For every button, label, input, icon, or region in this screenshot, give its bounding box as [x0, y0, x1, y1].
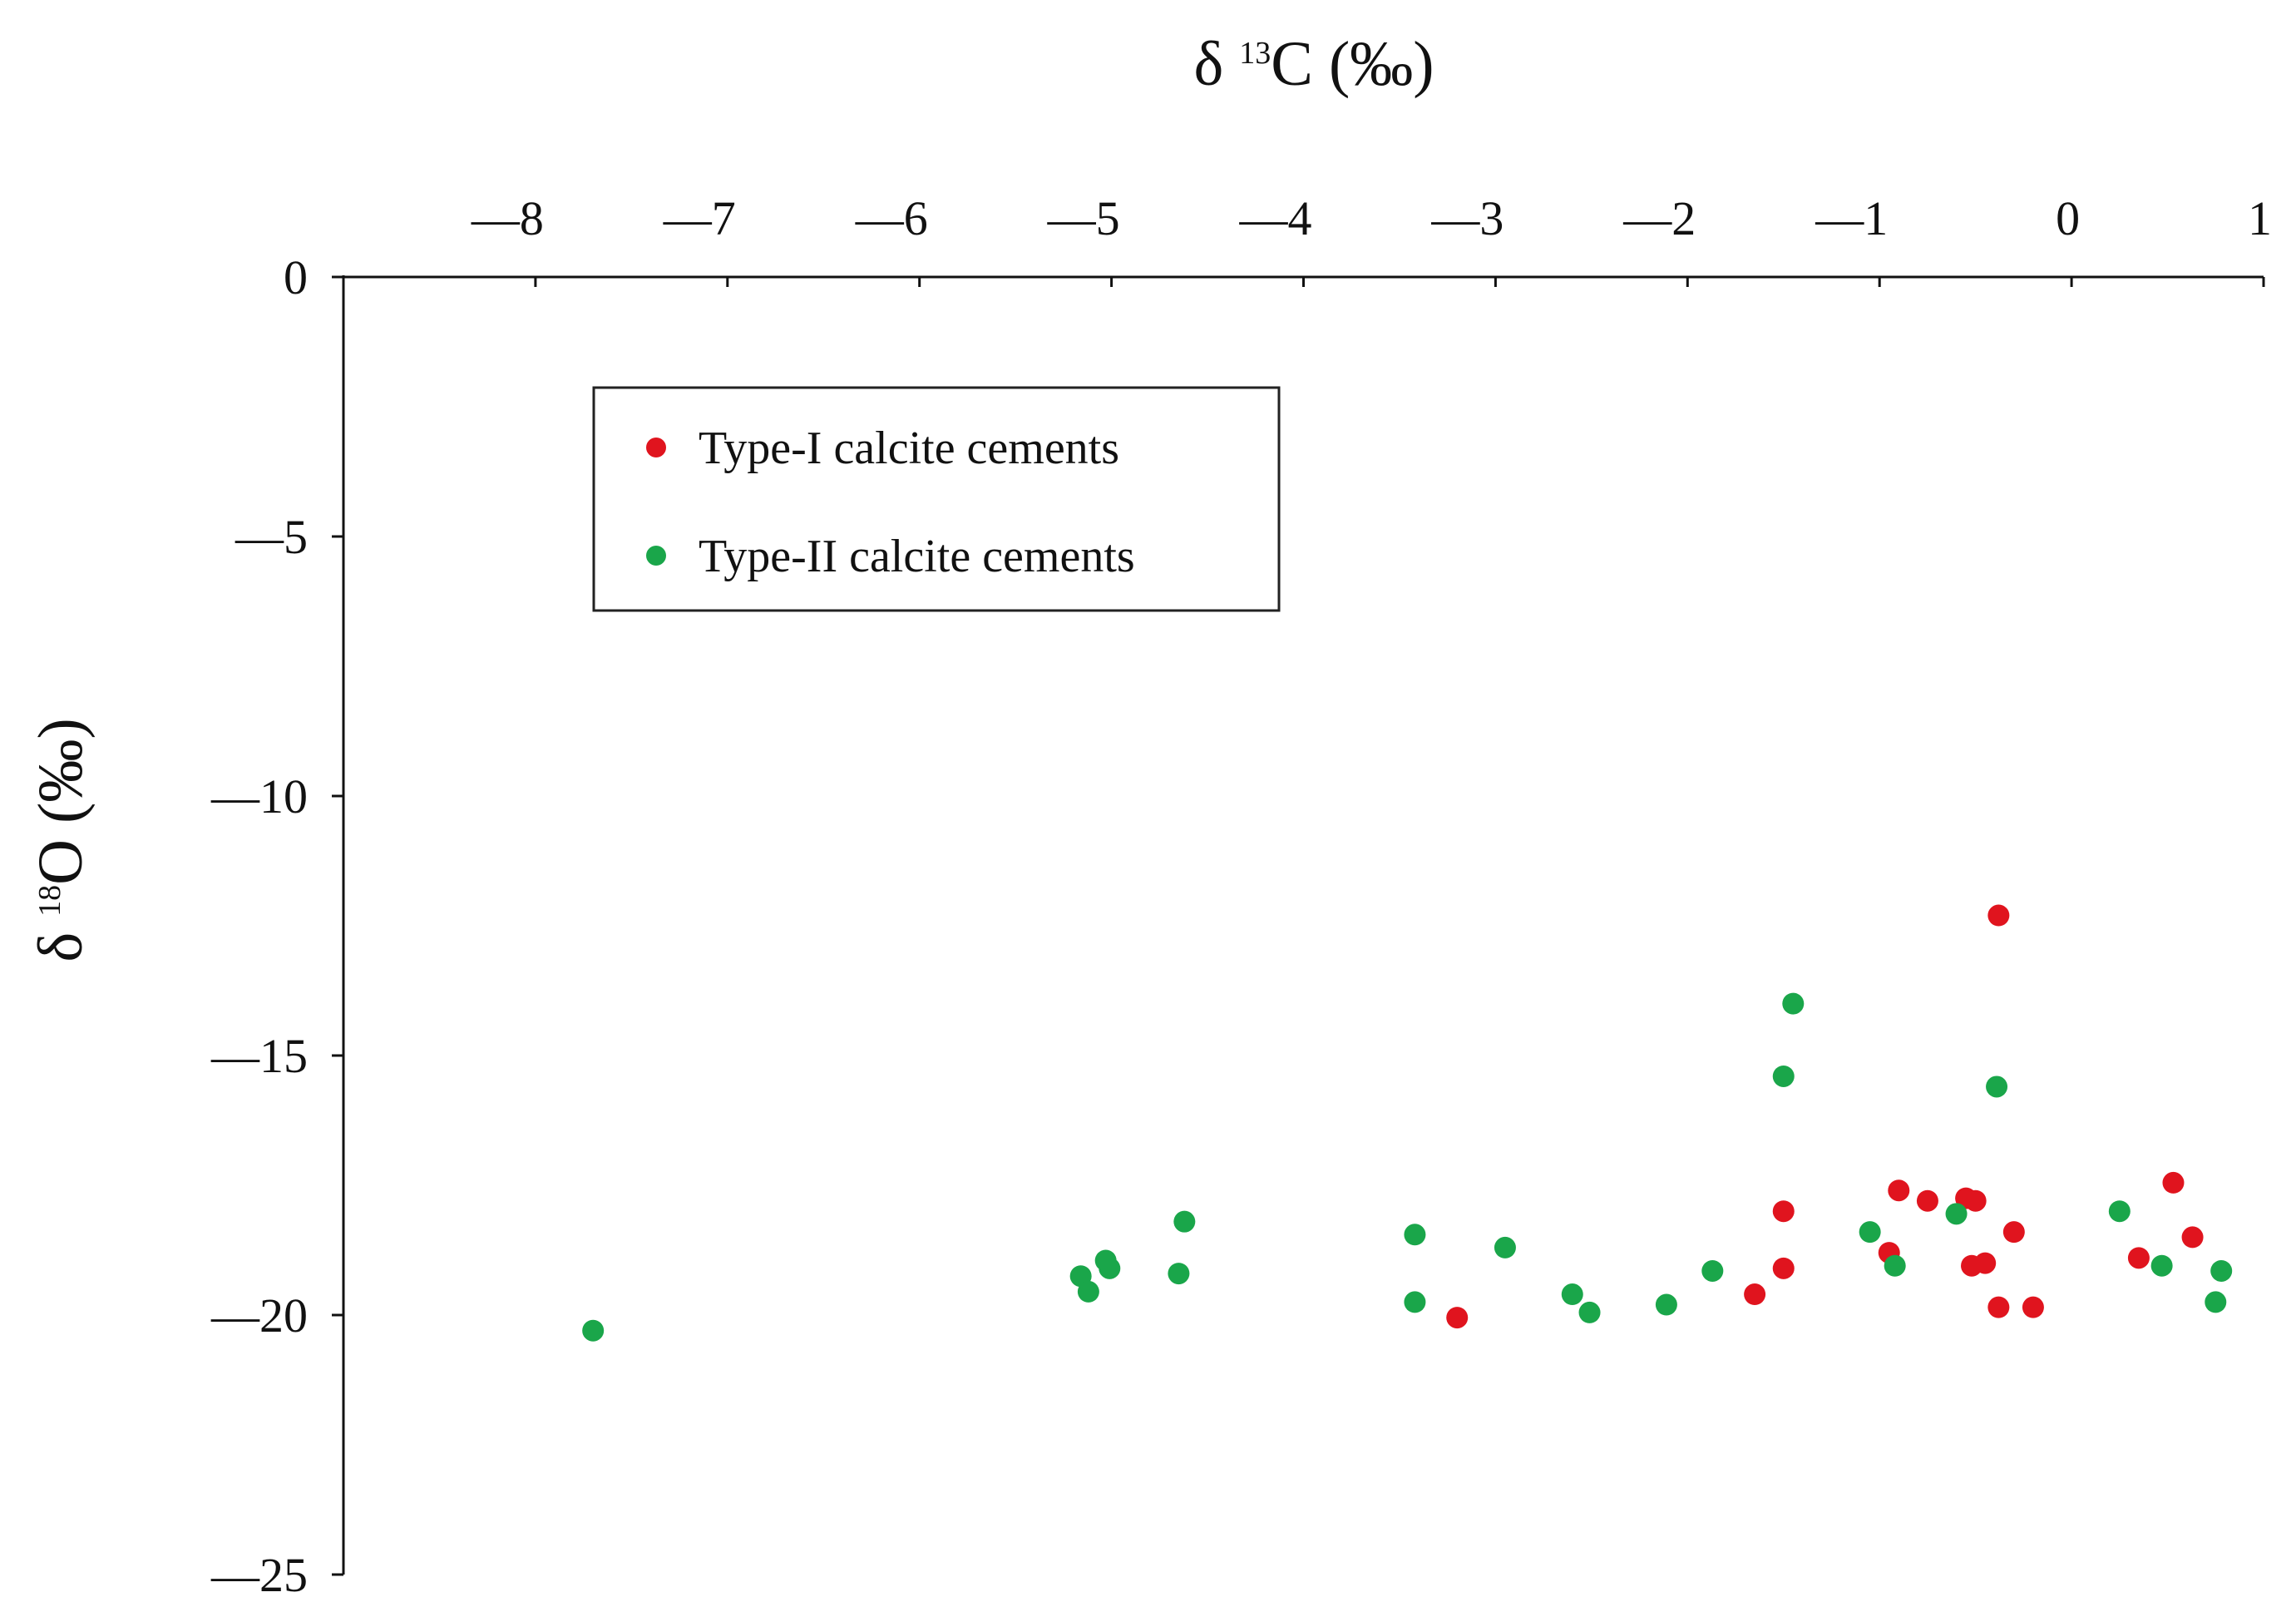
type-ii-point [1099, 1257, 1121, 1279]
type-ii-point [1945, 1203, 1968, 1225]
type-i-point [2127, 1247, 2150, 1269]
type-ii-point [1404, 1224, 1426, 1246]
legend-label: Type-I calcite cements [699, 423, 1119, 474]
x-axis-title-sup: 13 [1239, 36, 1271, 71]
type-i-point [2022, 1296, 2044, 1318]
type-i-point [1772, 1257, 1795, 1279]
type-ii-point [1986, 1075, 2008, 1098]
x-tick-label: —6 [855, 191, 928, 245]
x-tick-label: —7 [663, 191, 736, 245]
type-i-point [2181, 1226, 2204, 1249]
type-i-point [1446, 1307, 1469, 1329]
legend-box [592, 386, 1281, 612]
y-axis-title-main: O (‰) [26, 718, 96, 885]
type-ii-point [1578, 1301, 1601, 1323]
x-tick-label: 0 [2056, 191, 2080, 245]
type-i-point [1987, 1296, 2010, 1318]
y-axis-title-sup: 18 [32, 885, 67, 917]
type-ii-point [1404, 1291, 1426, 1313]
type-ii-point [1655, 1293, 1677, 1316]
type-ii-point [1173, 1210, 1196, 1233]
x-tick-label: —4 [1239, 191, 1312, 245]
type-ii-point [1782, 992, 1805, 1015]
y-tick-label: —5 [235, 510, 308, 564]
y-tick-label: —25 [210, 1548, 308, 1602]
type-i-point [1974, 1252, 1997, 1274]
x-tick-label: —3 [1430, 191, 1504, 245]
y-tick-label: 0 [284, 250, 308, 304]
y-axis-title-prefix: δ [26, 917, 96, 962]
type-i-point [2162, 1171, 2185, 1194]
legend-marker [646, 438, 666, 457]
type-ii-point [1494, 1236, 1516, 1258]
type-ii-point [1701, 1259, 1724, 1282]
type-ii-point [1859, 1221, 1881, 1244]
type-ii-point [2205, 1291, 2227, 1313]
legend-label: Type-II calcite cements [699, 531, 1135, 582]
type-ii-point [2210, 1259, 2233, 1282]
x-axis-title: δ 13C (‰) [1193, 29, 1434, 99]
x-tick-label: —1 [1815, 191, 1888, 245]
type-i-point [1964, 1189, 1987, 1212]
type-i-point [1744, 1283, 1766, 1306]
type-ii-point [1077, 1280, 1099, 1303]
type-ii-point [1772, 1065, 1795, 1087]
legend-marker [646, 546, 666, 566]
y-tick-label: —15 [210, 1029, 308, 1083]
type-i-point [1888, 1179, 1910, 1202]
type-ii-point [582, 1319, 605, 1342]
data-points [582, 904, 2233, 1342]
type-i-point [1987, 904, 2010, 927]
y-tick-label: —10 [210, 769, 308, 823]
y-axis-title: δ 18O (‰) [26, 718, 96, 962]
x-tick-label: 1 [2248, 191, 2272, 245]
type-ii-point [1884, 1254, 1906, 1277]
x-tick-label: —8 [471, 191, 544, 245]
type-ii-point [2108, 1200, 2131, 1223]
type-ii-point [1168, 1263, 1190, 1285]
x-axis-title-main: C (‰) [1271, 29, 1434, 99]
legend: Type-I calcite cements Type-II calcite ce… [592, 386, 1281, 612]
x-axis-title-prefix: δ [1193, 29, 1239, 99]
x-tick-label: —5 [1047, 191, 1120, 245]
type-ii-point [2150, 1254, 2173, 1277]
type-i-point [2002, 1221, 2025, 1244]
type-i-point [1772, 1200, 1795, 1223]
y-tick-label: —20 [210, 1288, 308, 1343]
type-i-point [1916, 1189, 1938, 1212]
type-ii-point [1561, 1283, 1583, 1306]
x-tick-label: —2 [1622, 191, 1696, 245]
axes: —8 —7 —6 —5 —4 —3 —2 —1 0 10—5—10—15—20—25 [210, 191, 2272, 1602]
